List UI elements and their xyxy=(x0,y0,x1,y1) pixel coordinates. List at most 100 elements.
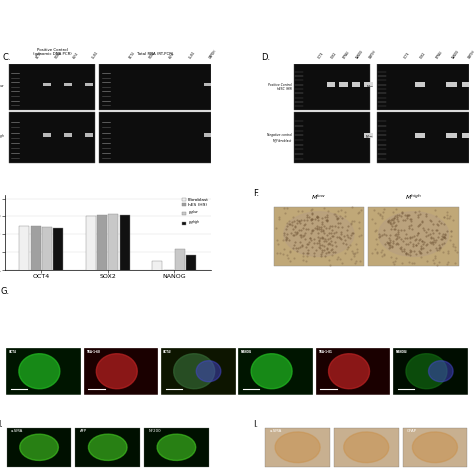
Point xyxy=(318,253,325,260)
Point xyxy=(390,225,398,233)
Point xyxy=(289,213,297,221)
Point xyxy=(423,240,431,248)
Point xyxy=(320,205,328,212)
Point xyxy=(325,248,333,256)
Point xyxy=(305,213,312,221)
Polygon shape xyxy=(406,401,447,436)
Polygon shape xyxy=(328,354,370,389)
Bar xyxy=(462,133,472,137)
Point xyxy=(349,247,356,255)
Point xyxy=(428,239,435,247)
Point xyxy=(377,211,384,219)
Point xyxy=(324,244,331,251)
Point xyxy=(373,240,381,247)
Bar xyxy=(393,348,468,394)
Point xyxy=(326,261,334,269)
Point xyxy=(323,231,330,239)
Point xyxy=(423,241,430,248)
Point xyxy=(424,231,432,238)
Point xyxy=(416,235,424,243)
Point xyxy=(289,221,296,229)
Polygon shape xyxy=(96,354,137,389)
Point xyxy=(384,217,392,225)
Point xyxy=(293,247,301,255)
Point xyxy=(342,240,350,248)
Text: SOX2: SOX2 xyxy=(330,51,337,60)
Point xyxy=(418,218,426,226)
Point xyxy=(419,244,427,252)
Point xyxy=(350,217,357,224)
Point xyxy=(303,249,311,256)
Point xyxy=(432,226,440,234)
Point xyxy=(295,218,302,225)
Point xyxy=(391,223,399,230)
Bar xyxy=(164,270,173,474)
Point xyxy=(301,229,309,237)
Point xyxy=(385,244,392,252)
Point xyxy=(420,238,428,246)
Point xyxy=(333,215,341,222)
Point xyxy=(372,226,380,234)
Point xyxy=(368,249,376,257)
Point xyxy=(385,234,393,241)
Point xyxy=(386,238,394,246)
Point xyxy=(349,249,356,256)
Bar xyxy=(265,428,330,467)
Point xyxy=(430,236,438,244)
Point xyxy=(304,246,311,254)
Point xyxy=(408,233,416,241)
Point xyxy=(331,222,339,230)
Point xyxy=(297,233,305,241)
Point xyxy=(318,224,325,231)
Text: OCT4: OCT4 xyxy=(317,51,325,60)
Point xyxy=(317,241,324,249)
Bar xyxy=(186,255,196,474)
Point xyxy=(355,218,363,225)
Point xyxy=(415,236,423,244)
Text: Negative control
M_Fibroblast: Negative control M_Fibroblast xyxy=(267,133,292,142)
Point xyxy=(393,214,401,221)
Point xyxy=(319,226,327,234)
Point xyxy=(377,248,384,256)
Point xyxy=(328,241,335,248)
Point xyxy=(337,228,345,236)
Point xyxy=(296,238,303,246)
Point xyxy=(358,207,365,214)
Point xyxy=(291,231,298,238)
Bar xyxy=(238,395,313,442)
Point xyxy=(348,204,356,211)
Text: M$^{low}$: M$^{low}$ xyxy=(366,83,374,91)
Point xyxy=(398,212,405,220)
Point xyxy=(282,225,290,232)
Point xyxy=(436,241,443,248)
Text: $M^{high}$: $M^{high}$ xyxy=(405,193,422,202)
Text: NANOG: NANOG xyxy=(241,350,252,354)
Point xyxy=(427,230,434,238)
Point xyxy=(319,248,326,255)
Point xyxy=(355,208,363,216)
Point xyxy=(333,255,341,263)
Point xyxy=(329,232,337,240)
Text: $M^{low}$: $M^{low}$ xyxy=(311,193,327,202)
Point xyxy=(388,215,396,223)
Point xyxy=(280,204,288,211)
Point xyxy=(324,235,331,243)
Point xyxy=(299,242,306,249)
Point xyxy=(452,246,459,254)
Point xyxy=(318,242,326,249)
Point xyxy=(380,230,388,238)
Bar xyxy=(42,227,52,474)
Point xyxy=(436,229,443,237)
Point xyxy=(328,246,336,253)
Text: TRA-1-60: TRA-1-60 xyxy=(86,397,100,401)
Point xyxy=(407,216,414,223)
Point xyxy=(405,222,412,230)
Bar xyxy=(273,207,364,266)
Point xyxy=(375,234,383,241)
Point xyxy=(402,231,410,238)
Point xyxy=(313,239,320,247)
Point xyxy=(404,211,411,219)
Point xyxy=(412,236,420,243)
Point xyxy=(314,229,321,237)
Point xyxy=(279,236,287,244)
